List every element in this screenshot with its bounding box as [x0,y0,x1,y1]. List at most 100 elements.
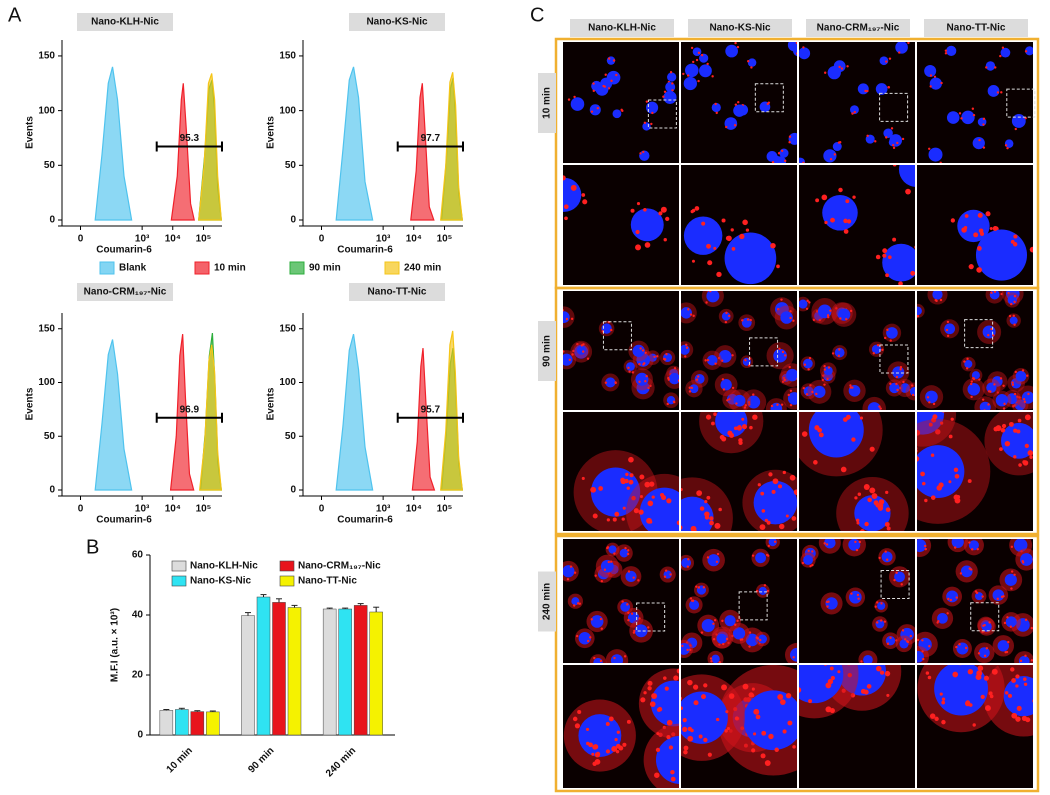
particle [940,421,944,425]
particle [845,317,848,321]
particle [771,489,776,494]
particle [718,507,722,512]
particle [985,647,989,650]
particle [779,523,785,530]
particle [564,216,568,221]
particle [645,374,648,378]
particle [718,660,721,663]
particle [615,73,618,77]
legend-swatch [384,261,400,275]
particle [935,429,941,435]
particle [671,89,674,92]
particle [787,720,793,726]
particle [999,377,1003,380]
particle [709,657,713,660]
particle [967,669,974,675]
title-box [349,13,445,31]
particle [573,95,576,99]
particle [734,103,738,106]
particle [968,703,973,707]
particle [688,390,692,393]
particle [1016,429,1021,434]
particle [704,500,708,504]
particle [721,436,727,442]
nucleus [753,480,797,525]
particle [700,53,704,57]
histogram-area [169,334,195,491]
particle [816,310,819,313]
particle [689,597,693,600]
cells [917,665,1033,737]
particle [644,242,651,248]
nucleus [646,101,659,114]
nucleus [620,602,631,612]
particle [999,54,1002,58]
particle [796,377,797,380]
nucleus [799,299,808,309]
particle [770,242,776,249]
particle [827,315,830,319]
zoom-image [563,165,679,285]
particle [855,518,860,523]
particle [773,540,777,543]
nucleus [967,383,981,396]
particle [788,365,791,369]
nucleus [725,44,738,58]
particle [626,719,631,724]
y-axis-label: Events [266,387,277,420]
particle [899,368,902,371]
particle [985,705,991,712]
y-tick-label: 150 [279,323,296,334]
particle [677,379,679,382]
particle [643,691,647,695]
particle [815,392,818,396]
particle [713,619,717,622]
overview-image [681,291,797,410]
particle [999,447,1003,451]
particle [590,110,594,113]
particle [888,255,892,260]
particle [1010,545,1014,549]
particle [615,749,620,754]
particle [917,449,918,453]
particle [736,619,739,623]
particle [705,301,708,304]
particle [823,368,827,371]
gate-label: 96.9 [180,404,200,415]
nucleus [972,136,985,150]
particle [948,434,953,439]
particle [576,342,579,346]
particle [681,724,682,728]
particle [884,550,887,553]
particle [858,540,861,544]
nucleus [699,53,709,63]
overview-image [563,539,679,663]
particle [626,603,629,606]
particle [1013,392,1017,396]
y-tick-label: 150 [38,323,55,334]
particle [822,374,825,377]
particle [777,308,780,311]
legend-label: Nano-KLH-Nic [190,561,258,572]
nucleus [563,565,575,578]
bar [338,608,352,736]
nucleus [716,633,727,644]
nucleus [1011,114,1026,128]
particle [620,477,626,483]
bar [175,709,189,736]
nucleus [605,377,616,388]
particle [996,391,1000,394]
overview-image [917,42,1036,163]
particle [953,546,957,549]
particle [956,495,961,499]
overview-image [563,291,679,410]
particle [568,358,572,362]
nucleus [745,633,759,647]
overview-image [681,539,797,663]
gate-label: 95.3 [180,133,200,144]
cells [917,412,1033,524]
nucleus [823,366,833,376]
particle [681,706,683,711]
y-tick-label: 40 [132,610,144,621]
particle [899,365,903,369]
